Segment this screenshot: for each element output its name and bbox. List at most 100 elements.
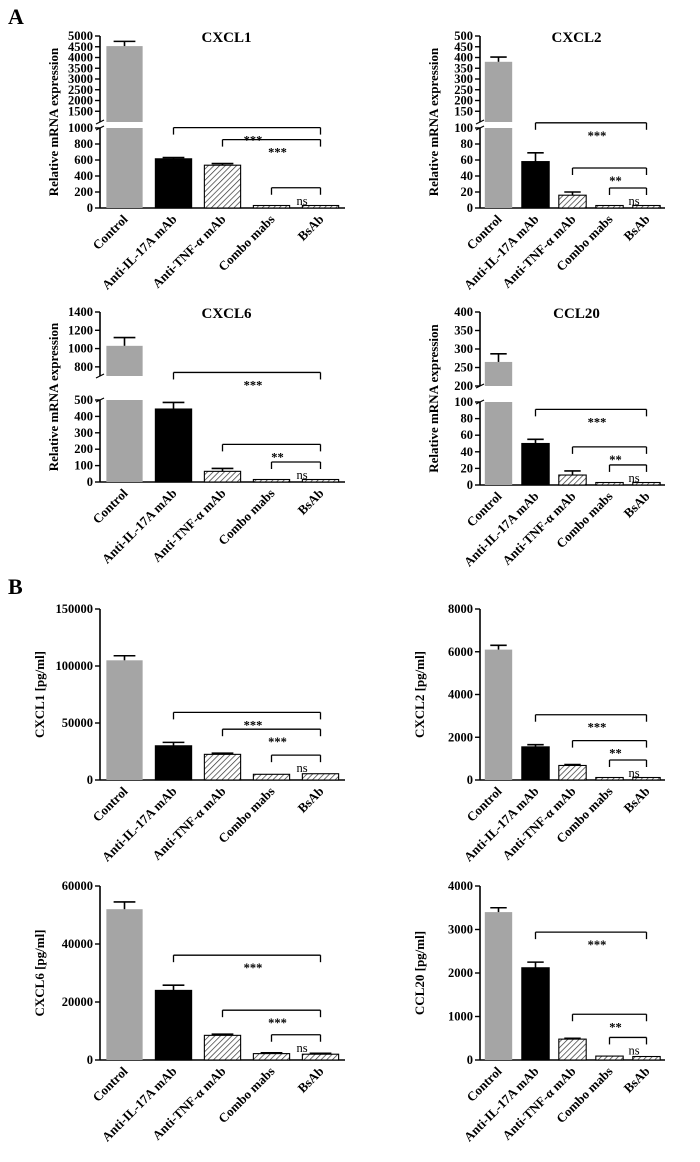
bar-5 xyxy=(632,776,661,781)
bar-2 xyxy=(521,967,550,1061)
significance-label: ns xyxy=(296,761,307,775)
y-tick-label: 350 xyxy=(454,324,473,338)
y-tick-label: 400 xyxy=(74,169,93,183)
significance-label: *** xyxy=(268,146,287,160)
bar-1 xyxy=(106,345,143,482)
y-tick-label: 40 xyxy=(461,445,474,459)
significance-label: *** xyxy=(268,1016,287,1030)
y-tick-label: 100 xyxy=(74,459,93,473)
y-tick-label: 1200 xyxy=(68,323,93,337)
bar-4 xyxy=(595,1055,624,1061)
y-axis-label: Relative mRNA expression xyxy=(426,323,441,472)
significance-label: *** xyxy=(244,961,263,975)
y-tick-label: 400 xyxy=(454,305,473,319)
y-tick-label: 0 xyxy=(87,201,93,215)
y-tick-label: 400 xyxy=(74,409,93,423)
axis-break-gap xyxy=(481,122,666,128)
y-tick-label: 800 xyxy=(74,360,93,374)
significance-label: ** xyxy=(609,453,622,467)
bar-2 xyxy=(521,442,550,486)
y-tick-label: 1400 xyxy=(68,305,93,319)
bar-1 xyxy=(106,909,143,1060)
y-tick-label: 3500 xyxy=(68,61,93,75)
chart-title: CXCL6 xyxy=(201,306,252,322)
y-tick-label: 300 xyxy=(454,72,473,86)
y-tick-label: 200 xyxy=(454,94,473,108)
significance-label: ** xyxy=(271,450,284,464)
bar-5 xyxy=(301,204,340,209)
y-tick-label: 2000 xyxy=(448,730,473,744)
y-tick-label: 60 xyxy=(461,428,474,442)
x-tick-label: Control xyxy=(90,783,131,824)
y-axis-label: Relative mRNA expression xyxy=(426,47,441,196)
y-tick-label: 250 xyxy=(454,83,473,97)
x-tick-label: BsAb xyxy=(621,212,653,244)
y-tick-label: 40000 xyxy=(62,937,93,951)
axis-break-mark xyxy=(95,397,105,403)
significance-label: *** xyxy=(588,721,607,735)
y-tick-label: 0 xyxy=(467,478,473,492)
bar-1 xyxy=(484,649,513,780)
y-tick-label: 350 xyxy=(454,61,473,75)
bar-2 xyxy=(521,746,550,781)
bar-4 xyxy=(595,776,624,781)
y-tick-label: 6000 xyxy=(448,645,473,659)
bar-3 xyxy=(558,194,587,209)
axis-break-mark xyxy=(475,383,485,389)
y-tick-label: 8000 xyxy=(448,602,473,616)
bar-3 xyxy=(203,164,242,209)
y-tick-label: 2500 xyxy=(68,83,93,97)
significance-label: ns xyxy=(628,471,639,485)
significance-label: ns xyxy=(296,468,307,482)
y-tick-label: 4500 xyxy=(68,40,93,54)
y-tick-label: 80 xyxy=(461,412,474,426)
bar-1 xyxy=(484,912,513,1060)
y-tick-label: 4000 xyxy=(448,688,473,702)
y-tick-label: 80 xyxy=(461,137,474,151)
y-tick-label: 4000 xyxy=(68,51,93,65)
y-tick-label: 2000 xyxy=(448,966,473,980)
axis-break-mark xyxy=(475,119,485,125)
y-tick-label: 5000 xyxy=(68,29,93,43)
y-tick-label: 3000 xyxy=(448,923,473,937)
axis-break-mark xyxy=(475,399,485,405)
y-axis-label: CXCL2 [pg/ml] xyxy=(412,651,427,738)
y-axis-label: CCL20 [pg/ml] xyxy=(412,931,427,1015)
y-tick-label: 20 xyxy=(461,461,474,475)
y-tick-label: 1500 xyxy=(68,104,93,118)
bar-5 xyxy=(632,1055,661,1061)
x-tick-label: BsAb xyxy=(295,486,327,518)
y-axis-label: CXCL1 [pg/ml] xyxy=(32,651,47,738)
bar-4 xyxy=(595,481,624,486)
bar-3 xyxy=(203,1034,242,1061)
significance-label: ns xyxy=(296,194,307,208)
y-tick-label: 400 xyxy=(454,51,473,65)
x-tick-label: BsAb xyxy=(621,784,653,816)
y-tick-label: 3000 xyxy=(68,72,93,86)
y-tick-label: 100 xyxy=(454,121,473,135)
chart-title: CXCL2 xyxy=(551,30,601,46)
y-tick-label: 600 xyxy=(74,153,93,167)
bar-2 xyxy=(154,408,193,483)
chart-1: 0 200 400 600 800 1000 15002000250030003500400… xyxy=(46,29,346,292)
bar-5 xyxy=(632,204,661,209)
y-tick-label: 800 xyxy=(74,137,93,151)
significance-label: ** xyxy=(609,174,622,188)
y-tick-label: 200 xyxy=(74,185,93,199)
significance-label: ** xyxy=(609,747,622,761)
axis-break-mark xyxy=(95,119,105,125)
x-tick-label: BsAb xyxy=(621,489,653,521)
bar-5 xyxy=(301,478,340,483)
y-tick-label: 500 xyxy=(454,29,473,43)
x-tick-label: Control xyxy=(90,1063,131,1104)
y-tick-label: 100000 xyxy=(56,659,94,673)
x-tick-label: Control xyxy=(90,485,131,526)
y-tick-label: 150000 xyxy=(56,602,94,616)
bar-5 xyxy=(632,481,661,486)
bar-5 xyxy=(301,773,340,781)
